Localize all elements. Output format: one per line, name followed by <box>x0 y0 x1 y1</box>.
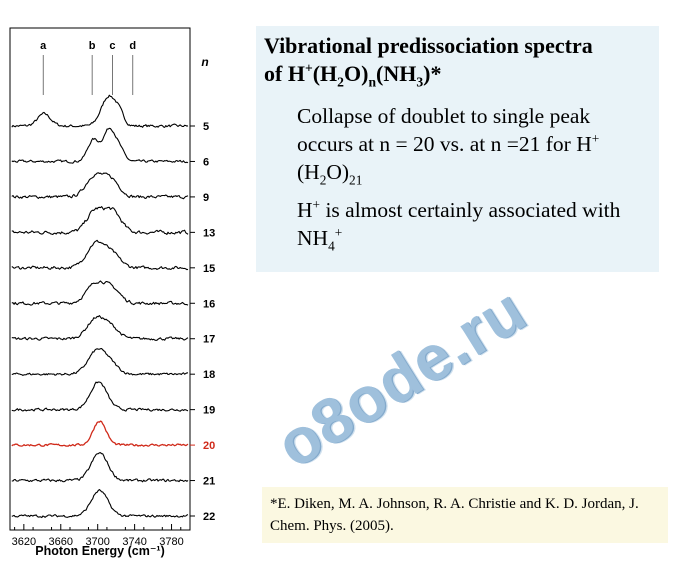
n-label: 20 <box>203 440 215 452</box>
spectrum-trace-n21 <box>11 452 189 483</box>
n-axis-label: n <box>201 55 208 69</box>
x-tick-label: 3740 <box>122 536 146 548</box>
peak-marker-label: c <box>109 40 115 52</box>
spectrum-trace-n20 <box>11 420 189 447</box>
spectrum-trace-n5 <box>11 94 189 128</box>
x-axis-label: Photon Energy (cm⁻¹) <box>35 544 165 558</box>
spectrum-trace-n17 <box>11 315 189 341</box>
spectrum-trace-n15 <box>11 239 189 271</box>
info-bullet-collapse: Collapse of doublet to single peak occur… <box>297 104 600 188</box>
x-tick-label: 3700 <box>85 536 109 548</box>
n-label: 16 <box>203 298 215 310</box>
x-tick-label: 3780 <box>159 536 183 548</box>
spectrum-trace-n6 <box>11 127 189 164</box>
reference-text: *E. Diken, M. A. Johnson, R. A. Christie… <box>270 496 639 534</box>
spectrum-trace-n19 <box>11 381 189 412</box>
spectrum-trace-n9 <box>11 172 189 200</box>
n-label: 18 <box>203 369 215 381</box>
n-label: 17 <box>203 334 215 346</box>
x-tick-label: 3620 <box>12 536 36 548</box>
peak-marker-label: d <box>129 40 136 52</box>
n-label: 19 <box>203 405 215 417</box>
n-label: 22 <box>203 511 215 523</box>
n-label: 5 <box>203 121 209 133</box>
n-label: 9 <box>203 192 209 204</box>
spectra-chart: a b c d 3620 3660 3700 3740 3780 5 6 9 13 15 16 17 18 19… <box>9 27 215 558</box>
n-label: 15 <box>203 263 215 275</box>
plot-frame <box>9 27 191 531</box>
spectrum-trace-n18 <box>11 347 189 376</box>
spectrum-trace-n13 <box>11 206 189 236</box>
n-label: 6 <box>203 156 209 168</box>
x-tick-label: 3660 <box>49 536 73 548</box>
n-label: 13 <box>203 227 215 239</box>
spectrum-trace-n16 <box>11 280 189 306</box>
n-label: 21 <box>203 476 215 488</box>
reference-box: *E. Diken, M. A. Johnson, R. A. Christie… <box>262 487 668 543</box>
peak-marker-label: a <box>40 40 47 52</box>
peak-marker-label: b <box>89 40 96 52</box>
spectrum-trace-n22 <box>11 489 189 519</box>
info-bullet-association: H+ is almost certainly associated with N… <box>297 196 621 254</box>
info-box: Vibrational predissociation spectra of H+… <box>256 26 659 272</box>
info-title: Vibrational predissociation spectra of H+… <box>264 33 593 90</box>
